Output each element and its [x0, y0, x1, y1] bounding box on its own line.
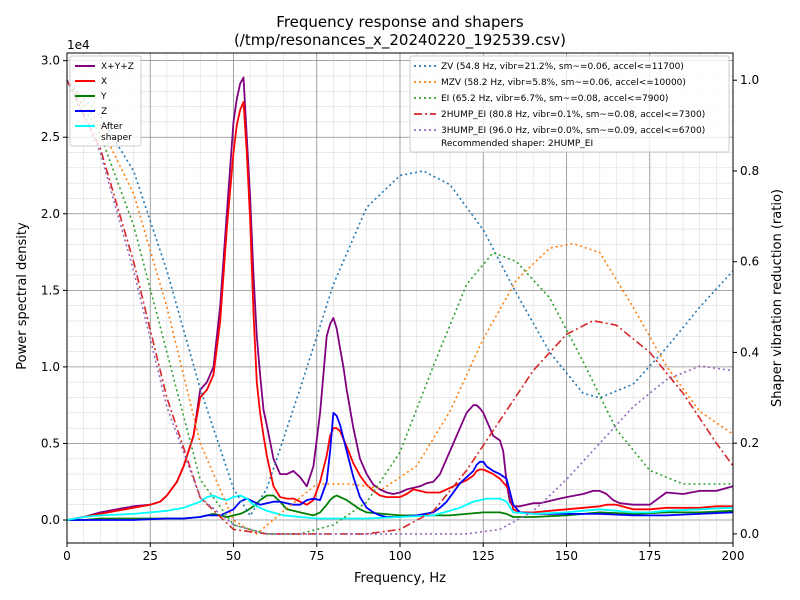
x-tick-label: 150 — [555, 549, 578, 563]
x-axis-label: Frequency, Hz — [354, 571, 446, 586]
y-tick-label: 2.0 — [41, 207, 60, 221]
psd-legend-label: X — [101, 77, 107, 87]
y-offset-label: 1e4 — [67, 38, 90, 52]
y-axis-label: Power spectral density — [15, 222, 30, 370]
y2-tick-label: 1.0 — [740, 73, 759, 87]
psd-line-after-shaper — [66, 494, 734, 521]
x-tick-label: 75 — [309, 549, 324, 563]
y2-tick-label: 0.4 — [740, 345, 759, 359]
x-tick-label: 100 — [389, 549, 412, 563]
y2-tick-label: 0.0 — [740, 527, 759, 541]
shaper-line-mzv — [66, 79, 734, 535]
y2-tick-label: 0.8 — [740, 164, 759, 178]
psd-line-z — [67, 411, 734, 521]
y-tick-label: 1.0 — [41, 360, 60, 374]
psd-series-layer — [66, 76, 734, 521]
axis-ticks: 0 25 50 75 100 125 150 175 200 0.0 0.5 1.0 1.5 2.0 2.5… — [41, 54, 759, 563]
x-tick-label: 175 — [638, 549, 661, 563]
shaper-legend: ZV (54.8 Hz, vibr=21.2%, sm~=0.06, accel… — [409, 55, 730, 153]
x-tick-label: 25 — [143, 549, 158, 563]
psd-legend-box — [69, 55, 142, 147]
x-tick-label: 200 — [722, 549, 745, 563]
recommended-shaper-text: Recommended shaper: 2HUMP_EI — [441, 139, 593, 149]
y-tick-label: 3.0 — [41, 54, 60, 68]
psd-legend: X+Y+Z XYZ After shaper — [69, 55, 142, 147]
y2-axis-label: Shaper vibration reduction (ratio) — [770, 189, 785, 407]
shaper-legend-label: 2HUMP_EI (80.8 Hz, vibr=0.1%, sm~=0.08, … — [441, 110, 705, 120]
shaper-line-2hump-ei — [66, 79, 734, 535]
y2-tick-label: 0.2 — [740, 436, 759, 450]
y-tick-label: 2.5 — [41, 130, 60, 144]
x-tick-label: 125 — [472, 549, 495, 563]
y2-tick-label: 0.6 — [740, 255, 759, 269]
chart-title: Frequency response and shapers — [276, 13, 524, 31]
y-tick-label: 0.5 — [41, 436, 60, 450]
psd-legend-label: Z — [101, 107, 107, 117]
shaper-legend-label: ZV (54.8 Hz, vibr=21.2%, sm~=0.06, accel… — [441, 62, 684, 72]
shaper-legend-label: 3HUMP_EI (96.0 Hz, vibr=0.0%, sm~=0.09, … — [441, 126, 705, 136]
chart-subtitle: (/tmp/resonances_x_20240220_192539.csv) — [234, 31, 566, 50]
shaper-line-3hump-ei — [66, 79, 734, 535]
x-tick-label: 0 — [63, 549, 71, 563]
shaper-line-zv — [66, 79, 734, 517]
shaper-legend-label: EI (65.2 Hz, vibr=6.7%, sm~=0.08, accel<… — [441, 94, 668, 104]
psd-legend-label: X+Y+Z — [101, 62, 134, 72]
y-tick-label: 0.0 — [41, 513, 60, 527]
psd-legend-label: Y — [100, 92, 107, 102]
psd-legend-label: After shaper — [101, 122, 132, 143]
y-tick-label: 1.5 — [41, 283, 60, 297]
shaper-legend-label: MZV (58.2 Hz, vibr=5.8%, sm~=0.06, accel… — [441, 78, 686, 88]
shaper-legend-box — [409, 55, 730, 153]
x-tick-label: 50 — [226, 549, 241, 563]
shaper-series-layer — [66, 79, 734, 535]
psd-line-x-y-z — [66, 76, 734, 521]
